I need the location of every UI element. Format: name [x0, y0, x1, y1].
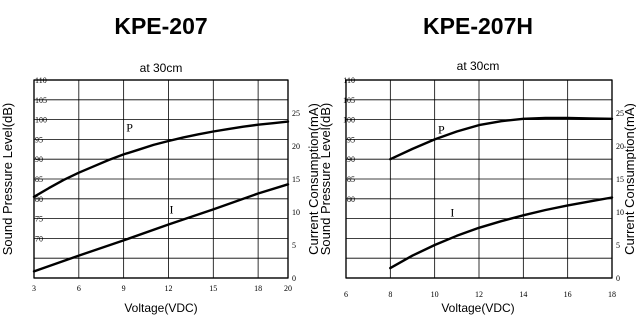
series-line-i [32, 183, 290, 273]
series-label-i: I [169, 202, 173, 216]
y-right-tick-label: 5 [616, 241, 620, 250]
y-left-tick-label: 85 [347, 175, 355, 184]
y-right-tick-label: 25 [616, 109, 624, 118]
x-tick-label: 8 [388, 290, 392, 299]
y-right-tick-label: 20 [292, 142, 300, 151]
y-left-tick-label: 110 [35, 76, 47, 85]
series-label-i: I [450, 206, 454, 220]
series-line-p [32, 120, 290, 198]
y-left-tick-label: 100 [343, 116, 355, 125]
x-tick-label: 6 [344, 290, 348, 299]
y-left-tick-label: 90 [347, 155, 355, 164]
x-tick-label: 18 [608, 290, 616, 299]
y-right-tick-label: 25 [292, 109, 300, 118]
y-left-tick-label: 75 [35, 215, 43, 224]
y-right-tick-label: 10 [616, 208, 624, 217]
y-right-axis-label: Current Consumption(mA) [622, 103, 636, 255]
y-right-tick-label: 0 [616, 274, 620, 283]
y-left-axis-label: Sound Pressure Level(dB) [318, 103, 333, 255]
plot-frame [33, 79, 289, 279]
chart-kpe-207h: KPE-207H at 30cm 80 85 90 95 100 105 110 0 5 10 15 20… [318, 13, 636, 315]
y-left-tick-label: 95 [35, 135, 43, 144]
y-left-tick-label: 100 [35, 116, 47, 125]
chart-subtitle: at 30cm [457, 59, 500, 73]
y-right-tick-label: 20 [616, 142, 624, 151]
y-right-tick-label: 15 [616, 175, 624, 184]
y-right-tick-label: 15 [292, 175, 300, 184]
x-tick-label: 6 [77, 284, 81, 293]
x-tick-label: 15 [209, 284, 217, 293]
y-left-tick-label: 90 [35, 155, 43, 164]
chart-subtitle: at 30cm [140, 61, 183, 75]
series-line-i [389, 196, 614, 270]
y-right-axis-label: Current Consumption(mA) [306, 103, 321, 255]
y-left-tick-label: 80 [347, 195, 355, 204]
y-left-tick-label: 80 [35, 195, 43, 204]
plot-frame [345, 79, 613, 279]
x-tick-label: 3 [32, 284, 36, 293]
y-left-tick-label: 105 [343, 96, 355, 105]
y-right-tick-label: 0 [292, 274, 296, 283]
y-left-tick-label: 95 [347, 135, 355, 144]
chart-kpe-207: KPE-207 at 30cm 70 75 80 85 90 95 100 105 110 0 5 10 1… [0, 13, 321, 315]
chart-title: KPE-207 [114, 13, 207, 39]
x-tick-label: 14 [519, 290, 527, 299]
y-left-tick-label: 110 [343, 76, 355, 85]
y-left-tick-label: 105 [35, 96, 47, 105]
series-label-p: P [438, 122, 445, 136]
y-right-tick-label: 5 [292, 241, 296, 250]
x-tick-label: 20 [284, 284, 292, 293]
x-axis-label: Voltage(VDC) [124, 301, 197, 315]
y-left-tick-label: 85 [35, 175, 43, 184]
x-tick-label: 10 [431, 290, 439, 299]
x-tick-label: 9 [122, 284, 126, 293]
chart-title: KPE-207H [423, 13, 533, 39]
x-axis-label: Voltage(VDC) [441, 301, 514, 315]
y-left-axis-label: Sound Pressure Level(dB) [0, 103, 15, 255]
x-tick-label: 18 [254, 284, 262, 293]
y-right-tick-label: 10 [292, 208, 300, 217]
series-label-p: P [126, 120, 133, 134]
series-line-p [389, 116, 614, 161]
x-tick-label: 12 [164, 284, 172, 293]
y-left-tick-label: 70 [35, 234, 43, 243]
x-tick-label: 16 [564, 290, 572, 299]
x-tick-label: 12 [475, 290, 483, 299]
